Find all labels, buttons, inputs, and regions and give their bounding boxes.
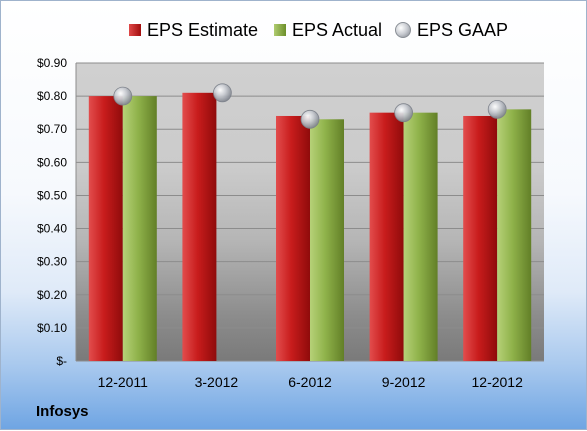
y-tick-label: $0.60 xyxy=(37,155,67,169)
legend-swatch-estimate xyxy=(129,24,141,36)
marker-eps-gaap xyxy=(212,83,232,103)
bar-eps-estimate xyxy=(182,92,217,362)
marker-eps-gaap xyxy=(394,103,414,123)
bar-eps-actual xyxy=(310,119,344,362)
legend-item-gaap: EPS GAAP xyxy=(395,18,508,42)
bar-eps-actual xyxy=(122,96,157,361)
bars xyxy=(88,92,532,362)
legend-label-gaap: EPS GAAP xyxy=(417,19,509,40)
x-tick-label: 9-2012 xyxy=(382,374,426,390)
marker-eps-gaap xyxy=(113,86,133,106)
marker-eps-gaap xyxy=(487,99,507,119)
bar-eps-actual xyxy=(497,109,532,361)
y-tick-label: $0.80 xyxy=(37,89,67,103)
x-axis: 12-2011 3-2012 6-2012 9-2012 12-2012 xyxy=(98,374,523,390)
bar-eps-estimate xyxy=(369,112,404,362)
bar-eps-estimate xyxy=(463,115,498,361)
y-tick-label: $0.90 xyxy=(37,56,67,70)
legend-swatch-actual xyxy=(274,24,286,36)
y-tick-label: $- xyxy=(56,354,67,368)
legend-item-actual: EPS Actual xyxy=(274,18,382,42)
y-tick-label: $0.50 xyxy=(37,188,67,202)
legend-swatch-gaap xyxy=(395,22,411,38)
marker-eps-gaap xyxy=(300,109,320,129)
x-tick-label: 6-2012 xyxy=(288,374,332,390)
x-tick-label: 12-2011 xyxy=(98,374,149,390)
y-tick-label: $0.20 xyxy=(37,288,67,302)
y-tick-label: $0.30 xyxy=(37,255,67,269)
legend-item-estimate: EPS Estimate xyxy=(129,18,258,42)
y-tick-label: $0.70 xyxy=(37,122,67,136)
bar-eps-actual xyxy=(403,112,438,362)
company-label: Infosys xyxy=(36,403,89,420)
y-axis: $- $0.10 $0.20 $0.30 $0.40 $0.50 $0.60 $0.70 $0.… xyxy=(37,56,77,368)
gaap-markers xyxy=(113,83,507,129)
bar-eps-estimate xyxy=(276,115,310,361)
legend-label-estimate: EPS Estimate xyxy=(147,19,259,40)
bar-eps-estimate xyxy=(88,96,123,361)
x-tick-label: 12-2012 xyxy=(472,374,524,390)
y-tick-label: $0.10 xyxy=(37,321,67,335)
legend-label-actual: EPS Actual xyxy=(292,19,383,40)
y-tick-label: $0.40 xyxy=(37,222,67,236)
x-tick-label: 3-2012 xyxy=(195,374,239,390)
